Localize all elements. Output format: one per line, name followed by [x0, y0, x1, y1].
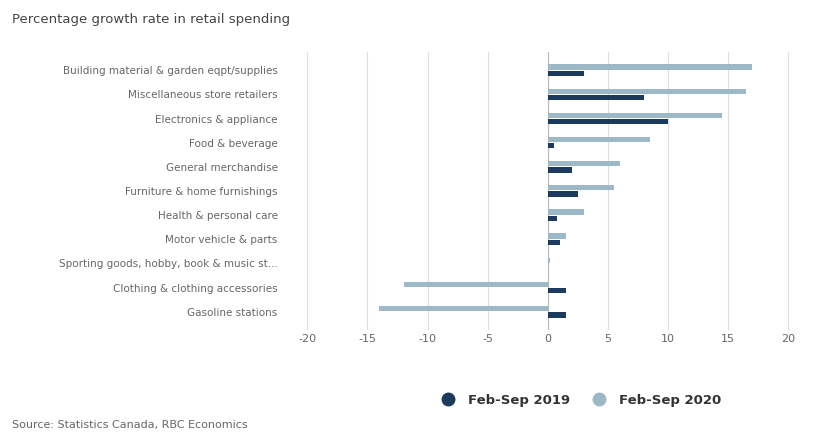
Legend: Feb-Sep 2019, Feb-Sep 2020: Feb-Sep 2019, Feb-Sep 2020 [435, 394, 721, 407]
Bar [548, 185, 614, 191]
Text: Percentage growth rate in retail spending: Percentage growth rate in retail spendin… [12, 13, 291, 26]
Bar [379, 306, 548, 311]
Bar [548, 119, 668, 124]
Bar [548, 89, 746, 94]
Bar [548, 167, 572, 173]
Bar [548, 95, 644, 100]
Bar [548, 191, 578, 197]
Bar [548, 288, 566, 293]
Bar [548, 161, 620, 166]
Bar [548, 216, 557, 221]
Bar [548, 143, 554, 148]
Bar [548, 240, 560, 245]
Bar [548, 137, 650, 142]
Bar [548, 113, 722, 118]
Bar [548, 312, 566, 318]
Bar [548, 71, 584, 76]
Text: Source: Statistics Canada, RBC Economics: Source: Statistics Canada, RBC Economics [12, 420, 248, 430]
Bar [404, 282, 548, 287]
Bar [548, 64, 752, 70]
Bar [548, 209, 584, 215]
Bar [548, 258, 550, 263]
Bar [548, 233, 566, 239]
